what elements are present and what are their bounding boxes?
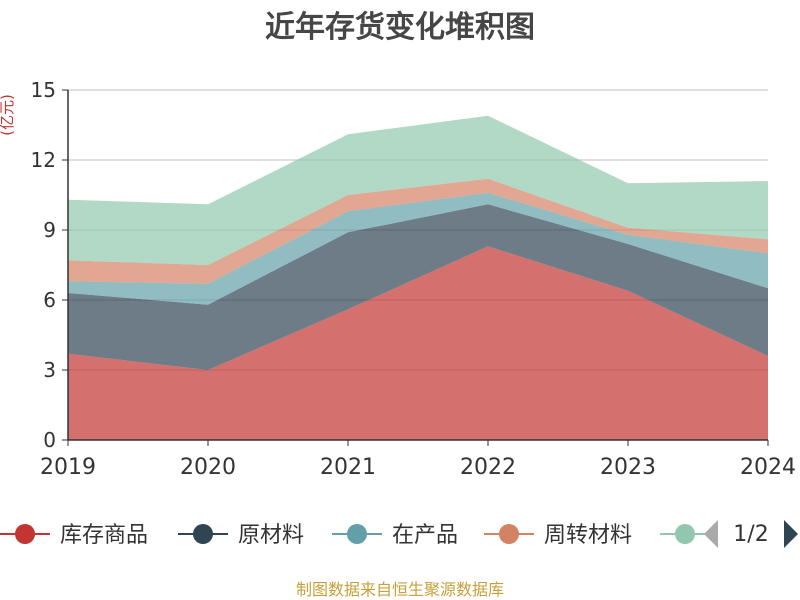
legend-prev-icon[interactable] [704,520,718,548]
x-tick-label: 2021 [320,455,376,480]
legend-marker [499,524,519,544]
x-tick-label: 2020 [180,455,236,480]
legend-pager: 1/2 [704,520,798,548]
legend-label: 在产品 [392,523,458,548]
series-areas [68,115,768,440]
area-series-3 [68,192,768,305]
legend-marker [347,524,367,544]
legend-marker [675,524,695,544]
area-series-5 [68,115,768,265]
x-tick-label: 2024 [740,455,796,480]
x-tick-label: 2022 [460,455,516,480]
legend-item[interactable] [660,524,710,544]
x-tick-label: 2019 [40,455,96,480]
y-tick-label: 15 [31,78,56,102]
legend: 库存商品 原材料 在产品 周转材料 [0,523,710,548]
legend-item[interactable]: 库存商品 [0,523,148,548]
y-tick-label: 12 [31,148,56,172]
legend-label: 库存商品 [60,523,148,548]
axes [67,90,768,441]
legend-marker [15,524,35,544]
y-axis-unit: (亿元) [0,94,16,136]
legend-next-icon[interactable] [784,520,798,548]
y-tick-label: 9 [43,218,56,242]
legend-label: 原材料 [238,523,304,548]
legend-label: 周转材料 [544,523,632,548]
y-tick-label: 0 [43,428,56,452]
legend-page-indicator: 1/2 [733,522,768,547]
legend-marker [193,524,213,544]
x-tick-label: 2023 [600,455,656,480]
area-series-2 [68,204,768,370]
y-tick-label: 6 [43,288,56,312]
legend-item[interactable]: 周转材料 [484,523,632,548]
legend-item[interactable]: 在产品 [332,523,458,548]
source-note: 制图数据来自恒生聚源数据库 [296,580,504,599]
y-axis-ticks: 0 3 6 9 12 15 [31,78,68,452]
x-axis-ticks: 2019 2020 2021 2022 2023 2024 [40,440,796,480]
legend-item[interactable]: 原材料 [178,523,304,548]
chart-title: 近年存货变化堆积图 [265,10,535,45]
area-series-1 [68,246,768,440]
y-tick-label: 3 [43,358,56,382]
area-series-4 [68,178,768,284]
